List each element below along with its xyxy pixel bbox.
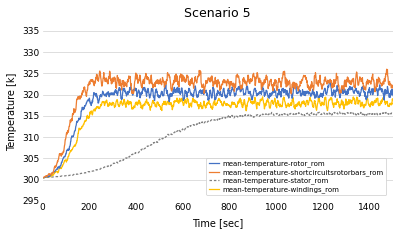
mean-temperature-shortcircuitsrotorbars_rom xyxy=(202,87,207,90)
mean-temperature-stator_rom xyxy=(391,112,396,114)
mean-temperature-windings_rom xyxy=(40,177,45,180)
mean-temperature-stator_rom xyxy=(67,174,72,177)
mean-temperature-windings_rom xyxy=(189,102,194,105)
mean-temperature-windings_rom xyxy=(391,98,396,101)
mean-temperature-stator_rom xyxy=(350,111,354,114)
mean-temperature-rotor_rom xyxy=(202,90,207,93)
mean-temperature-rotor_rom xyxy=(82,108,86,110)
mean-temperature-windings_rom xyxy=(67,152,72,154)
mean-temperature-stator_rom xyxy=(40,176,45,179)
Line: mean-temperature-windings_rom: mean-temperature-windings_rom xyxy=(42,97,393,178)
mean-temperature-shortcircuitsrotorbars_rom xyxy=(40,176,45,179)
mean-temperature-stator_rom xyxy=(189,124,194,127)
mean-temperature-shortcircuitsrotorbars_rom xyxy=(391,84,396,87)
mean-temperature-shortcircuitsrotorbars_rom xyxy=(240,84,244,86)
Line: mean-temperature-shortcircuitsrotorbars_rom: mean-temperature-shortcircuitsrotorbars_… xyxy=(42,69,393,177)
mean-temperature-windings_rom xyxy=(202,105,207,107)
mean-temperature-stator_rom xyxy=(240,115,244,118)
mean-temperature-shortcircuitsrotorbars_rom xyxy=(384,68,389,70)
mean-temperature-windings_rom xyxy=(382,95,386,98)
mean-temperature-rotor_rom xyxy=(40,176,45,179)
Y-axis label: Temperature [k]: Temperature [k] xyxy=(7,72,17,151)
mean-temperature-rotor_rom xyxy=(328,80,333,83)
mean-temperature-stator_rom xyxy=(82,172,86,174)
mean-temperature-windings_rom xyxy=(240,105,244,108)
mean-temperature-stator_rom xyxy=(196,122,201,125)
mean-temperature-shortcircuitsrotorbars_rom xyxy=(189,82,194,85)
mean-temperature-shortcircuitsrotorbars_rom xyxy=(196,74,201,77)
mean-temperature-rotor_rom xyxy=(189,94,194,97)
mean-temperature-windings_rom xyxy=(82,123,86,125)
mean-temperature-shortcircuitsrotorbars_rom xyxy=(67,123,72,126)
mean-temperature-rotor_rom xyxy=(391,94,396,97)
Line: mean-temperature-rotor_rom: mean-temperature-rotor_rom xyxy=(42,82,393,178)
mean-temperature-stator_rom xyxy=(202,121,207,123)
mean-temperature-windings_rom xyxy=(196,105,201,107)
Title: Scenario 5: Scenario 5 xyxy=(184,7,251,20)
mean-temperature-shortcircuitsrotorbars_rom xyxy=(82,87,86,90)
mean-temperature-rotor_rom xyxy=(240,85,244,87)
Legend: mean-temperature-rotor_rom, mean-temperature-shortcircuitsrotorbars_rom, mean-te: mean-temperature-rotor_rom, mean-tempera… xyxy=(206,158,386,196)
mean-temperature-rotor_rom xyxy=(196,94,201,96)
Line: mean-temperature-stator_rom: mean-temperature-stator_rom xyxy=(42,112,393,178)
X-axis label: Time [sec]: Time [sec] xyxy=(192,218,244,228)
mean-temperature-rotor_rom xyxy=(67,145,72,148)
